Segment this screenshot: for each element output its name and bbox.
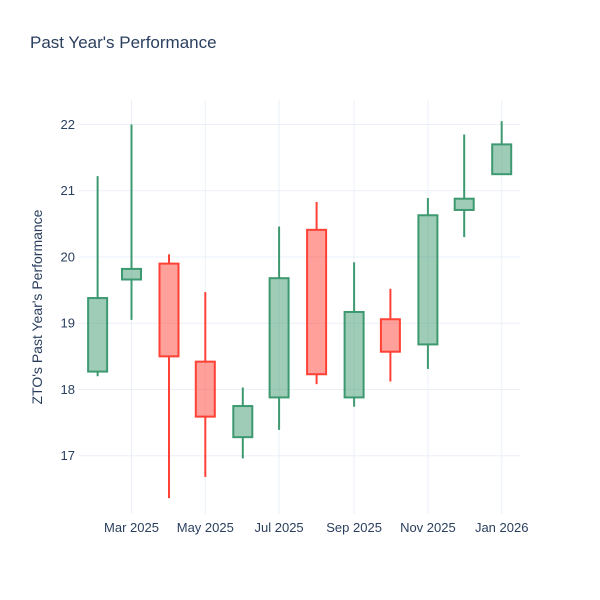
candle-jun-2025[interactable]	[232, 387, 254, 459]
candle-jan-2026[interactable]	[491, 121, 513, 176]
candle-dec-2025[interactable]	[453, 134, 475, 238]
y-tick-label: 18	[61, 382, 75, 397]
candle-jul-2025[interactable]	[268, 226, 290, 430]
candle-mar-2025[interactable]	[121, 124, 142, 320]
y-tick-label: 22	[61, 117, 75, 132]
y-tick-label: 21	[61, 183, 75, 198]
candle-sep-2025[interactable]	[343, 262, 365, 407]
candle-oct-2025[interactable]	[379, 288, 401, 382]
chart-title: Past Year's Performance	[30, 33, 217, 52]
y-tick-label: 17	[61, 448, 75, 463]
candle-body	[417, 214, 439, 346]
candle-body	[306, 228, 328, 376]
candle-body	[158, 262, 180, 358]
x-tick-label: Jan 2026	[475, 520, 529, 535]
x-tick-label: Nov 2025	[400, 520, 456, 535]
candle-body	[87, 297, 109, 373]
y-tick-label: 20	[61, 249, 75, 264]
candle-nov-2025[interactable]	[417, 198, 439, 369]
candle-aug-2025[interactable]	[306, 202, 328, 385]
candle-body	[343, 310, 365, 399]
candle-body	[491, 143, 513, 176]
candle-body	[121, 267, 142, 281]
candle-body	[379, 318, 401, 353]
x-tick-label: Jul 2025	[255, 520, 304, 535]
x-tick-label: Mar 2025	[104, 520, 159, 535]
candle-may-2025[interactable]	[194, 292, 216, 477]
candle-body	[232, 405, 254, 439]
x-tick-label: Sep 2025	[326, 520, 382, 535]
candle-body	[194, 360, 216, 418]
candle-body	[268, 277, 290, 399]
candle-apr-2025[interactable]	[158, 254, 180, 499]
candle-body	[453, 197, 475, 211]
y-tick-label: 19	[61, 316, 75, 331]
x-tick-label: May 2025	[177, 520, 234, 535]
candle-feb-2025[interactable]	[87, 176, 109, 377]
